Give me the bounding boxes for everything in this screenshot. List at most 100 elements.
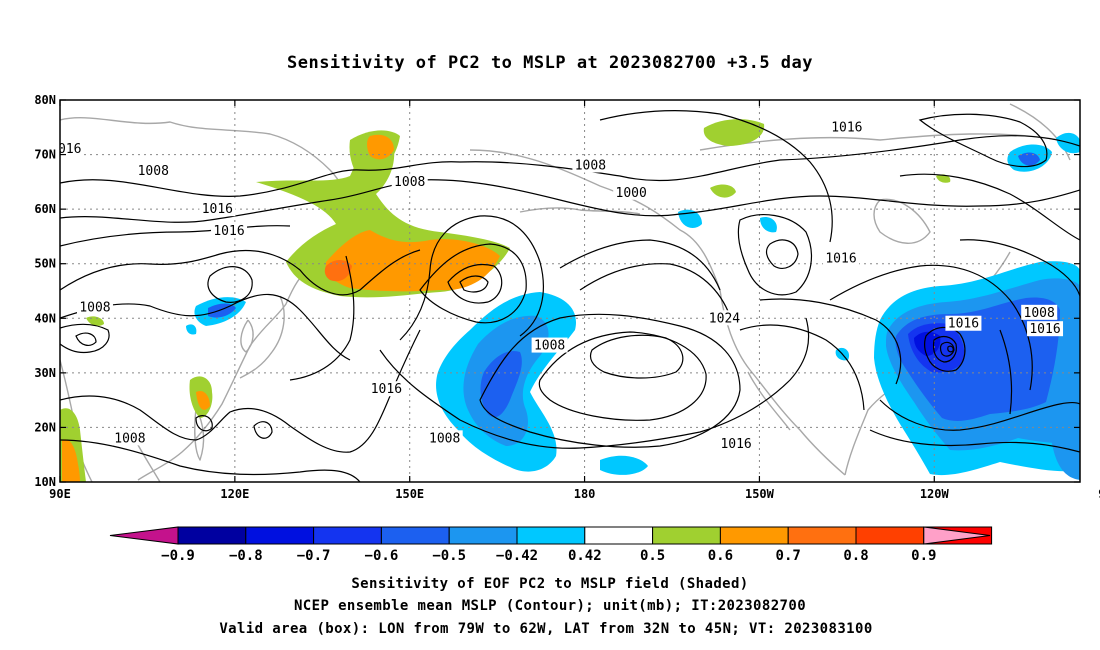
contour-line — [739, 324, 865, 411]
contour-line — [869, 429, 1080, 453]
colorbar-swatch — [652, 526, 721, 545]
contour-label-bg — [531, 337, 568, 353]
contour-line — [207, 266, 253, 303]
contour-line — [829, 264, 1033, 391]
contour-label-bg — [111, 430, 148, 446]
contour-label-bg — [828, 119, 865, 135]
contour-line — [60, 293, 351, 361]
contour-line — [289, 255, 355, 381]
contour-label: 1016 — [371, 382, 402, 397]
colorbar-tick-label: 0.5 — [640, 548, 665, 564]
colorbar-tick-label: 0.8 — [843, 548, 868, 564]
contour-label-bg — [572, 157, 609, 173]
colorbar: −0.9 −0.8 −0.7 −0.6 −0.5 −0.42 0.42 0.5 0.6 0.7 0.… — [109, 526, 993, 564]
contour-line — [899, 173, 1080, 241]
contour-line — [459, 275, 489, 293]
colorbar-tick-label: −0.7 — [297, 548, 331, 564]
contour-line — [60, 225, 291, 247]
colorbar-tick-label: 0.6 — [708, 548, 733, 564]
contour-label-bg — [823, 250, 860, 266]
lat-tick-label: 10N — [34, 475, 56, 489]
contour-label: 1024 — [709, 311, 740, 326]
shade-negative-subtropical-east — [600, 455, 648, 475]
colorbar-swatch — [380, 526, 450, 545]
caption-line-3: Valid area (box): LON from 79W to 62W, L… — [219, 621, 872, 637]
contour-line — [932, 335, 957, 363]
lat-tick-label: 30N — [34, 366, 56, 380]
contour-line — [60, 249, 421, 296]
shade-positive-0.42-japan — [86, 316, 104, 326]
contour-label: 1008 — [394, 175, 425, 190]
contour-label: 1016 — [948, 317, 979, 332]
contour-label-bg — [76, 299, 113, 315]
colorbar-swatch — [719, 526, 789, 545]
colorbar-tick-label: −0.42 — [496, 548, 538, 564]
contour-label-bg — [613, 184, 650, 200]
contour-line — [399, 215, 544, 341]
contour-label: 1008 — [534, 339, 565, 354]
colorbar-swatch — [516, 526, 586, 545]
contour-line — [419, 243, 527, 324]
colorbar-swatch — [313, 526, 382, 545]
coastline-baja — [747, 371, 791, 431]
contour-line — [999, 329, 1013, 415]
shade-positive-0.6-core — [324, 260, 352, 282]
contour-label: 1008 — [1088, 410, 1100, 425]
contour-label: 1016 — [720, 437, 751, 452]
graticule — [60, 100, 1080, 482]
contour-label-bg — [706, 310, 743, 326]
contour-label: 1008 — [1024, 306, 1055, 321]
colorbar-swatch — [177, 526, 247, 545]
contour-label: 1016 — [831, 120, 862, 135]
contour-label-bg — [426, 430, 463, 446]
contour-line — [559, 239, 721, 291]
coastline-aleutians — [519, 207, 641, 215]
shade-positive-0.5-kamchatka — [367, 134, 394, 160]
contour-label-bg — [368, 381, 405, 397]
contour-label-bg — [135, 162, 172, 178]
contour-label-bg — [199, 201, 236, 217]
figure-title: Sensitivity of PC2 to MSLP at 2023082700… — [287, 53, 813, 73]
shade-positive-0.5-india — [62, 439, 80, 482]
contour-line — [60, 329, 421, 453]
contour-label: 1016 — [202, 202, 233, 217]
contour-label: 1008 — [575, 158, 606, 173]
lon-tick-label: 120E — [220, 487, 249, 501]
lat-tick-label: 70N — [34, 148, 56, 162]
colorbar-swatch — [245, 526, 315, 545]
contour-label-bg — [718, 435, 755, 451]
lon-tick-label: 150W — [745, 487, 775, 501]
shade-negative-na-west-1 — [760, 216, 777, 233]
colorbar-swatch — [584, 526, 654, 545]
colorbar-over-triangle — [923, 526, 991, 545]
contour-line — [60, 439, 361, 482]
contour-label-bg — [1085, 409, 1100, 424]
contour-label: 1008 — [79, 300, 110, 315]
contour-line — [589, 334, 684, 379]
contour-label: 1008 — [429, 431, 460, 446]
contour-line — [939, 341, 955, 357]
caption-line-2: NCEP ensemble mean MSLP (Contour); unit(… — [294, 598, 806, 614]
lon-tick-label: 120W — [920, 487, 950, 501]
lon-tick-label: 180 — [574, 487, 596, 501]
lon-tick-label: 90E — [49, 487, 71, 501]
contour-line — [538, 331, 707, 421]
coastline-canada-arctic — [699, 133, 1061, 151]
lat-tick-label: 40N — [34, 311, 56, 325]
colorbar-swatch — [855, 526, 925, 545]
contour-label: 1000 — [616, 186, 647, 201]
map-panel: 1016 1008 1008 1016 1016 1008 1008 1016 1008 1008… — [34, 93, 1100, 501]
contour-label: 1016 — [213, 224, 244, 239]
map-frame — [59, 99, 1081, 483]
colorbar-tick-label: 0.7 — [776, 548, 801, 564]
colorbar-tick-label: 0.42 — [568, 548, 602, 564]
contour-line — [60, 135, 1080, 197]
contour-label: 1008 — [114, 431, 145, 446]
contour-line — [379, 317, 810, 449]
contour-label-bg — [1021, 304, 1058, 320]
shade-negative-0.6-greenland — [1018, 152, 1040, 166]
contour-line — [579, 263, 731, 317]
contour-line — [765, 239, 799, 269]
colorbar-swatch — [787, 526, 857, 545]
